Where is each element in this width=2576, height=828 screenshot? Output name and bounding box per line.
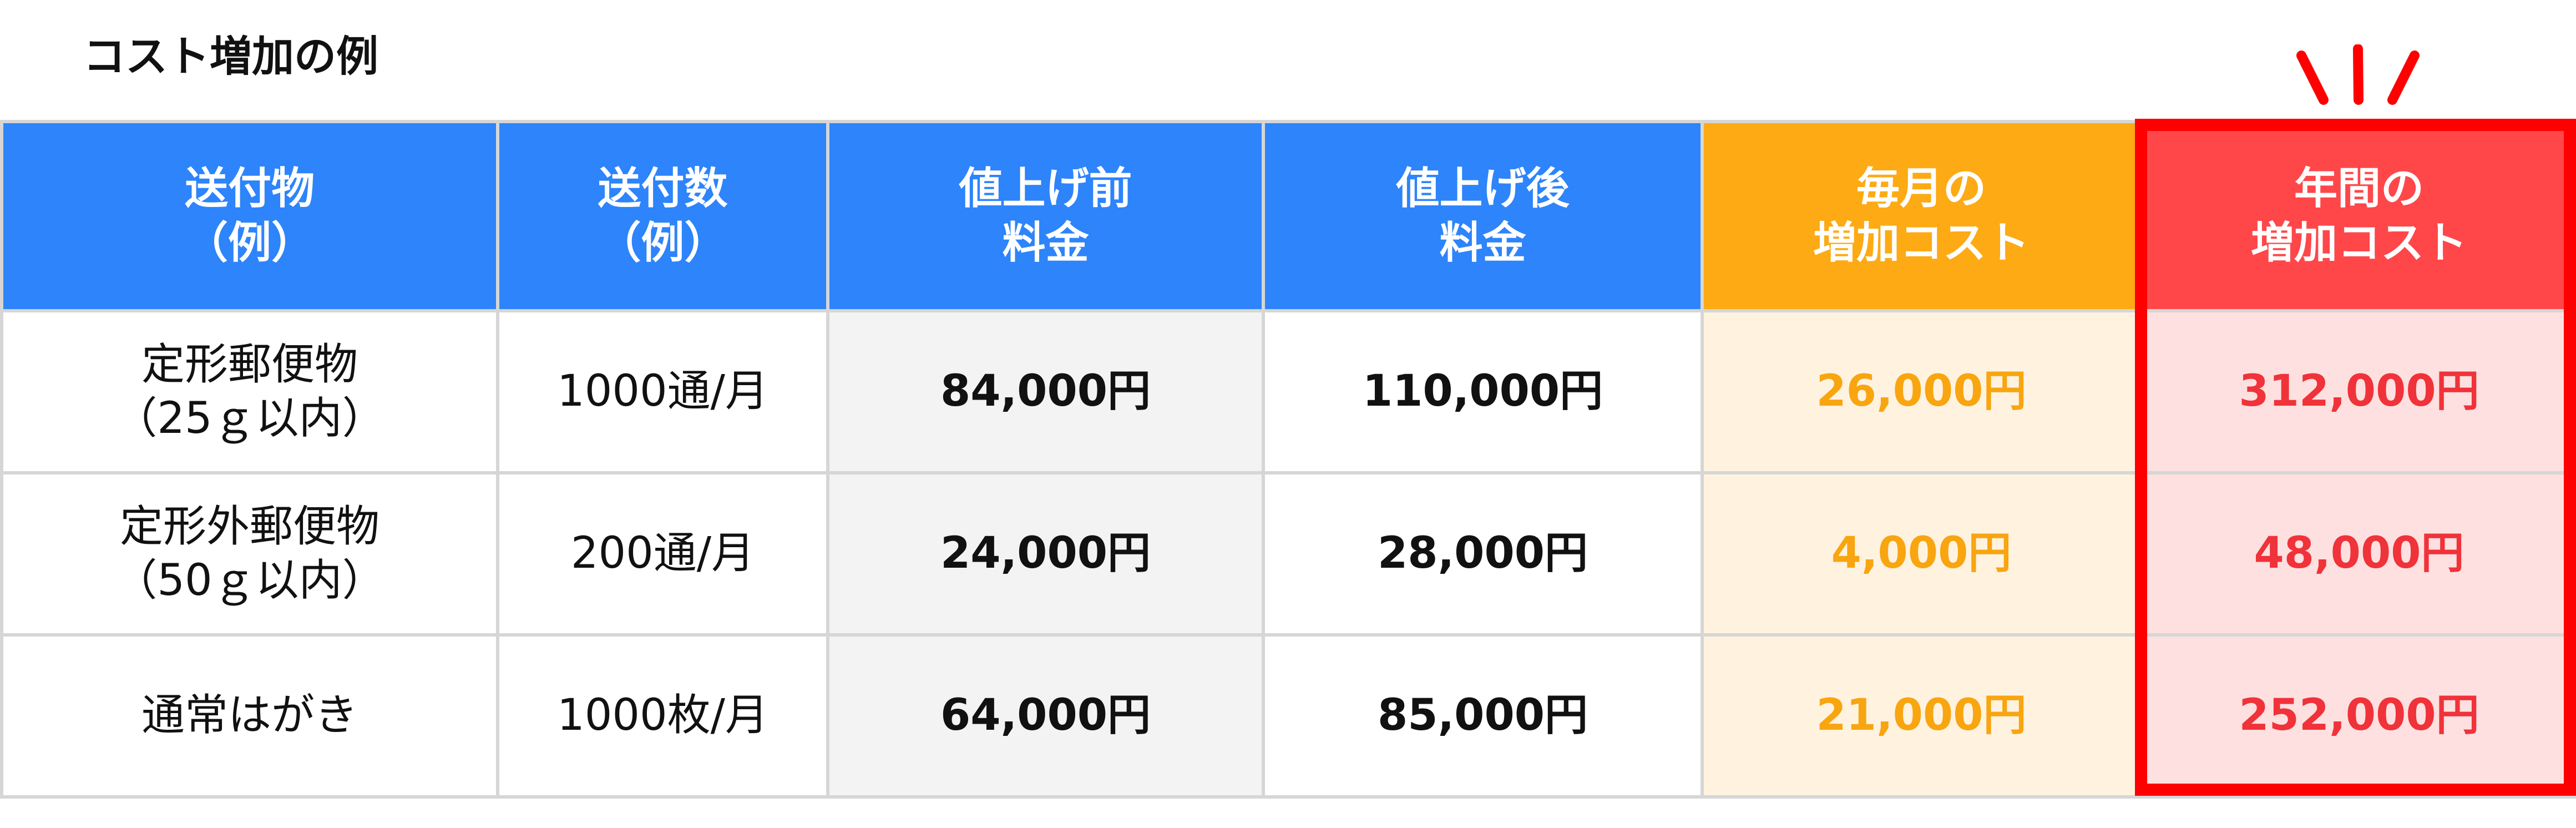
cell-item: 通常はがき — [0, 633, 499, 799]
cost-increase-table: 送付物 （例） 送付数 （例） 値上げ前 料金 値上げ後 料金 毎月の 増加コス… — [0, 120, 2576, 799]
cell-quantity: 1000通/月 — [496, 309, 829, 474]
attention-mark-icon — [2296, 44, 2420, 105]
cell-annual-increase: 312,000円 — [2139, 309, 2576, 474]
cell-annual-increase: 252,000円 — [2139, 633, 2576, 799]
table-row: 通常はがき 1000枚/月 64,000円 85,000円 21,000円 25… — [0, 633, 2576, 799]
header-quantity: 送付数 （例） — [496, 120, 829, 312]
header-item: 送付物 （例） — [0, 120, 499, 312]
cell-item: 定形郵便物 （25ｇ以内） — [0, 309, 499, 474]
header-monthly-increase: 毎月の 増加コスト — [1701, 120, 2142, 312]
cell-monthly-increase: 26,000円 — [1701, 309, 2142, 474]
cell-monthly-increase: 21,000円 — [1701, 633, 2142, 799]
cell-price-before: 64,000円 — [826, 633, 1265, 799]
cell-item: 定形外郵便物 （50ｇ以内） — [0, 471, 499, 637]
section-title: コスト増加の例 — [83, 32, 378, 81]
cell-quantity: 200通/月 — [496, 471, 829, 637]
cell-price-before: 84,000円 — [826, 309, 1265, 474]
cell-price-after: 110,000円 — [1262, 309, 1704, 474]
cell-monthly-increase: 4,000円 — [1701, 471, 2142, 637]
table-row: 定形郵便物 （25ｇ以内） 1000通/月 84,000円 110,000円 2… — [0, 309, 2576, 474]
header-annual-increase: 年間の 増加コスト — [2139, 120, 2576, 312]
table-header-row: 送付物 （例） 送付数 （例） 値上げ前 料金 値上げ後 料金 毎月の 増加コス… — [0, 120, 2576, 312]
cell-price-after: 85,000円 — [1262, 633, 1704, 799]
table-row: 定形外郵便物 （50ｇ以内） 200通/月 24,000円 28,000円 4,… — [0, 471, 2576, 637]
header-price-before: 値上げ前 料金 — [826, 120, 1265, 312]
header-price-after: 値上げ後 料金 — [1262, 120, 1704, 312]
cell-price-after: 28,000円 — [1262, 471, 1704, 637]
cell-quantity: 1000枚/月 — [496, 633, 829, 799]
cell-annual-increase: 48,000円 — [2139, 471, 2576, 637]
cell-price-before: 24,000円 — [826, 471, 1265, 637]
